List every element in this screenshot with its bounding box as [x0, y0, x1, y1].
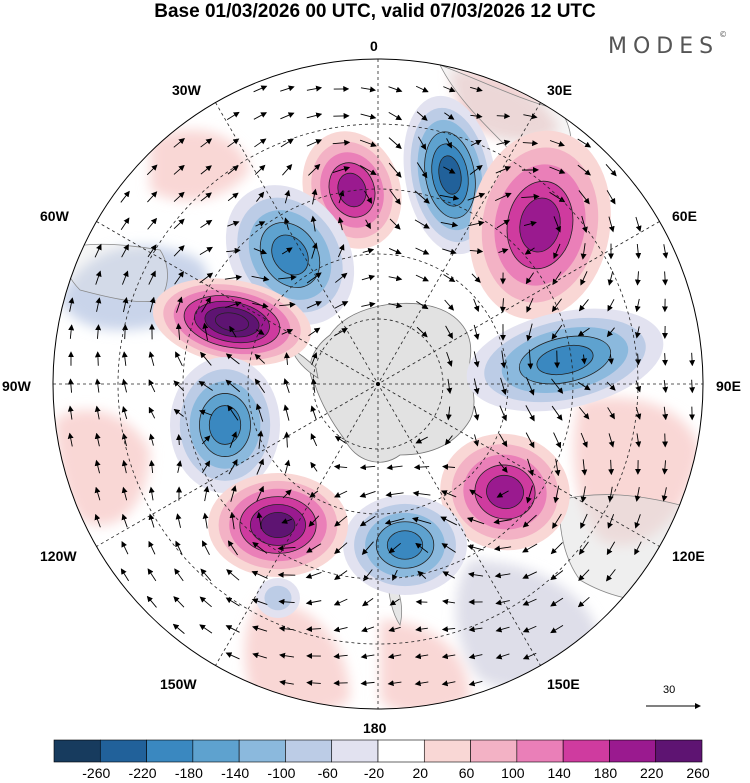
brand-logo: MODES©	[608, 30, 727, 59]
colorbar-tick-label: -100	[267, 765, 296, 781]
neg-anomaly-100w	[170, 357, 280, 493]
colorbar	[53, 739, 703, 763]
colorbar-swatch	[470, 739, 518, 763]
colorbar-swatch	[609, 739, 657, 763]
colorbar-swatch	[423, 739, 471, 763]
neg-anomaly-155w	[256, 578, 300, 618]
lon-label-0: 0	[370, 38, 378, 54]
map-disk	[53, 59, 703, 709]
colorbar-tick-label: -180	[174, 765, 203, 781]
lon-label-30w: 30W	[172, 82, 201, 98]
brand-name: MODES	[608, 34, 720, 59]
colorbar-swatch	[377, 739, 425, 763]
lon-label-150w: 150W	[160, 676, 197, 692]
colorbar-tick-label: 220	[640, 765, 664, 781]
south-pole-marker	[376, 382, 380, 386]
lon-label-90w: 90W	[2, 378, 31, 394]
colorbar-swatch	[562, 739, 610, 763]
wind-vectors	[67, 85, 696, 687]
colorbar-swatch	[192, 739, 240, 763]
neg-anomaly-90e	[466, 308, 664, 412]
colorbar-tick-label: 260	[686, 765, 710, 781]
reference-vector-label: 30	[663, 684, 676, 696]
neg-anomaly-170e	[343, 495, 467, 595]
map-title: Base 01/03/2026 00 UTC, valid 07/03/2026…	[154, 1, 596, 22]
lon-label-60e: 60E	[672, 208, 697, 224]
colorbar-tick-label: -260	[82, 765, 111, 781]
colorbar-tick-label: -220	[128, 765, 157, 781]
colorbar-ticks: -260 -220 -180 -140 -100 -60 -20 20 60 100 140 180 2…	[50, 765, 710, 781]
colorbar-tick-label: -60	[317, 765, 338, 781]
colorbar-tick-label: -140	[221, 765, 250, 781]
colorbar-tick-label: 140	[547, 765, 571, 781]
brand-mark: ©	[719, 30, 728, 39]
colorbar-tick-label: 60	[458, 765, 475, 781]
lon-label-180: 180	[363, 720, 387, 736]
colorbar-swatch	[516, 739, 564, 763]
colorbar-swatch	[285, 739, 333, 763]
anomaly-layer	[152, 95, 664, 618]
lon-label-120w: 120W	[40, 548, 77, 564]
pos-anomaly-atlantic-west	[302, 131, 402, 249]
colorbar-tick-label: 180	[593, 765, 618, 781]
colorbar-tick-label: 100	[501, 765, 525, 781]
lon-label-30e: 30E	[547, 82, 572, 98]
colorbar-swatch	[99, 739, 147, 763]
colorbar-swatch	[238, 739, 286, 763]
colorbar-swatch	[146, 739, 194, 763]
colorbar-tick-label: -20	[363, 765, 385, 781]
neg-anomaly-greenwich	[403, 95, 497, 255]
colorbar-tick-label: 20	[412, 765, 429, 781]
lon-label-120e: 120E	[672, 548, 705, 564]
pos-anomaly-140w	[208, 473, 348, 577]
lon-label-60w: 60W	[40, 208, 69, 224]
pos-anomaly-30e	[469, 130, 611, 320]
lon-label-150e: 150E	[547, 676, 580, 692]
lon-label-90e: 90E	[716, 378, 741, 394]
colorbar-swatch	[53, 739, 101, 763]
colorbar-swatch	[655, 739, 703, 763]
map-boundary	[52, 58, 704, 710]
colorbar-swatch	[331, 739, 379, 763]
